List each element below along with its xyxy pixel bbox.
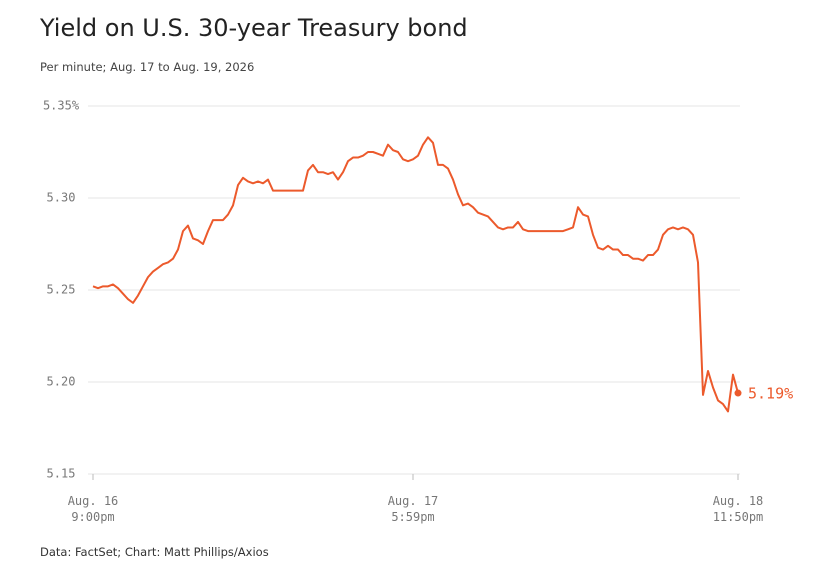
x-tick-label: Aug. 16 9:00pm: [67, 494, 119, 524]
y-tick-label: 5.30: [47, 191, 76, 205]
y-tick-label: 5.15: [47, 467, 76, 481]
y-tick-label: 5.25: [47, 283, 76, 297]
x-tick-label: Aug. 17 5:59pm: [387, 494, 439, 524]
y-tick-label: 5.35%: [43, 99, 80, 113]
end-dot: [734, 389, 742, 397]
x-tick-label: Aug. 18 11:50pm: [712, 494, 764, 524]
y-tick-label: 5.20: [47, 375, 76, 389]
data-line: [92, 136, 739, 413]
value-label: 5.19%: [748, 385, 793, 403]
source-note: Data: FactSet; Chart: Matt Phillips/Axio…: [40, 545, 269, 559]
chart-subtitle: Per minute; Aug. 17 to Aug. 19, 2026: [40, 60, 255, 74]
chart-title: Yield on U.S. 30-year Treasury bond: [40, 14, 468, 42]
